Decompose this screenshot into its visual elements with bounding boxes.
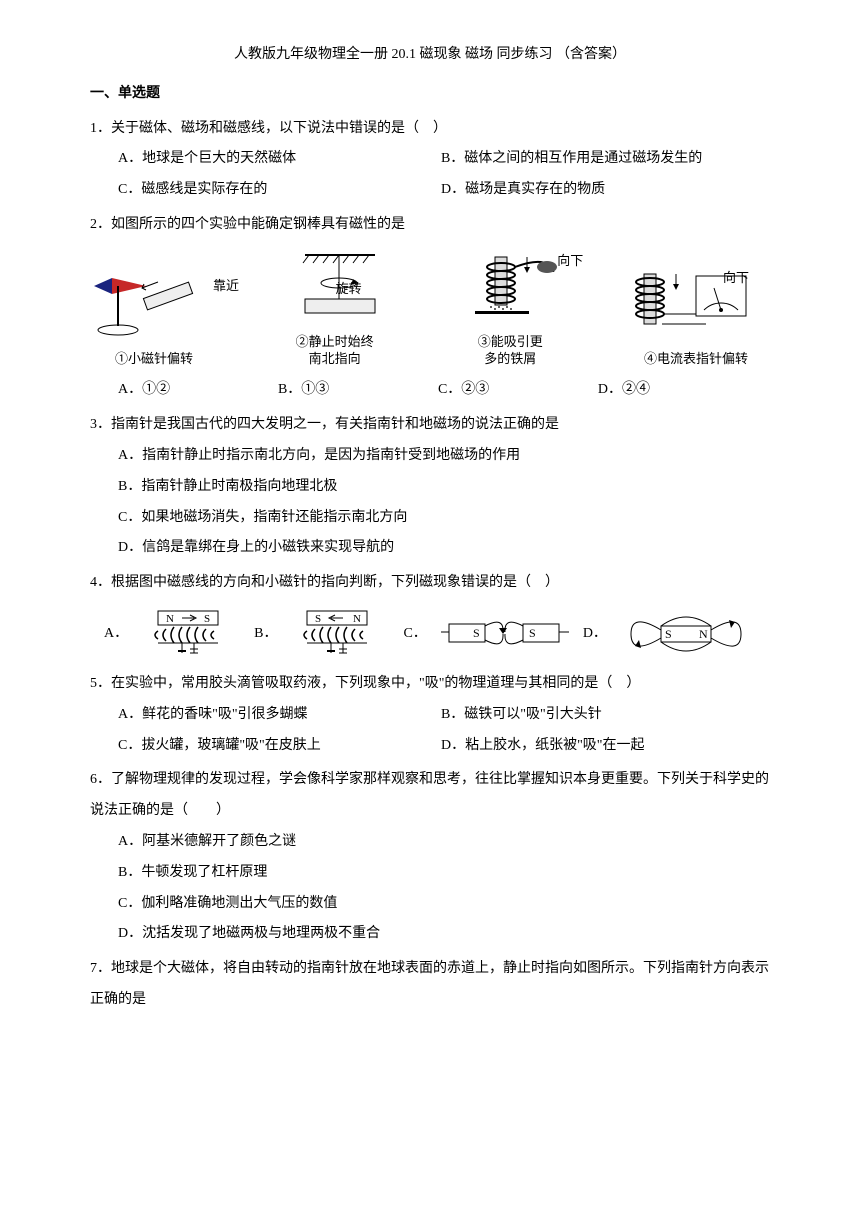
q2-opt-d: D．②④ [598,375,754,406]
section-header: 一、单选题 [90,79,770,110]
q2-fig1-label-top: 靠近 [166,278,286,295]
question-3: 3．指南针是我国古代的四大发明之一，有关指南针和地磁场的说法正确的是 A．指南针… [90,410,770,564]
q1-opt-d: D．磁场是真实存在的物质 [441,175,760,206]
q4-fig-b: SN [291,607,391,661]
svg-text:N: N [699,627,708,641]
q6-opt-d: D．沈括发现了地磁两极与地理两极不重合 [118,919,763,950]
q5-text: 5．在实验中，常用胶头滴管吸取药液，下列现象中，"吸"的物理道理与其相同的是（ … [90,669,770,700]
question-7: 7．地球是个大磁体，将自由转动的指南针放在地球表面的赤道上，静止时指向如图所示。… [90,954,770,1016]
q5-opt-d: D．粘上胶水，纸张被"吸"在一起 [441,731,760,762]
q2-fig3-label-top: 向下 [515,253,625,270]
question-4: 4．根据图中磁感线的方向和小磁针的指向判断，下列磁现象错误的是（ ） A． NS… [90,568,770,661]
q1-opt-b: B．磁体之间的相互作用是通过磁场发生的 [441,144,760,175]
q3-opt-d: D．信鸽是靠绑在身上的小磁铁来实现导航的 [118,533,763,564]
q6-opt-c: C．伽利略准确地测出大气压的数值 [118,889,763,920]
q5-opt-c: C．拔火罐，玻璃罐"吸"在皮肤上 [118,731,437,762]
q2-fig2: 旋转 ②静止时始终 南北指向 [275,249,395,368]
q1-opt-a: A．地球是个巨大的天然磁体 [118,144,437,175]
q2-fig3-label-a: ③能吸引更 [455,334,565,351]
q4-label-d: D． [583,619,607,650]
page-title: 人教版九年级物理全一册 20.1 磁现象 磁场 同步练习 （含答案） [90,40,770,71]
q2-fig3: 向下 ③能吸引更 多的铁屑 [455,249,565,368]
q1-text: 1．关于磁体、磁场和磁感线，以下说法中错误的是（ ） [90,114,770,145]
q4-text: 4．根据图中磁感线的方向和小磁针的指向判断，下列磁现象错误的是（ ） [90,568,770,599]
q6-opt-b: B．牛顿发现了杠杆原理 [118,858,763,889]
q4-label-a: A． [104,619,128,650]
q2-opt-c: C．②③ [438,375,594,406]
svg-text:S: S [204,613,210,625]
q4-label-c: C． [403,619,426,650]
q3-opt-c: C．如果地磁场消失，指南针还能指示南北方向 [118,503,763,534]
q4-fig-c: S S [441,612,571,656]
svg-text:S: S [473,626,480,640]
q7-text: 7．地球是个大磁体，将自由转动的指南针放在地球表面的赤道上，静止时指向如图所示。… [90,954,770,1016]
q2-fig1-label: ①小磁针偏转 [94,351,214,368]
question-5: 5．在实验中，常用胶头滴管吸取药液，下列现象中，"吸"的物理道理与其相同的是（ … [90,669,770,761]
svg-text:N: N [353,613,361,625]
q2-figures: 靠近 ①小磁针偏转 旋转 ②静止时始终 南北指向 [90,249,770,368]
q2-fig1: 靠近 ①小磁针偏转 [94,266,214,368]
q6-text: 6．了解物理规律的发现过程，学会像科学家那样观察和思考，往往比掌握知识本身更重要… [90,765,770,827]
svg-text:N: N [166,613,174,625]
svg-text:S: S [665,627,672,641]
question-6: 6．了解物理规律的发现过程，学会像科学家那样观察和思考，往往比掌握知识本身更重要… [90,765,770,950]
q3-opt-b: B．指南针静止时南极指向地理北极 [118,472,763,503]
q3-text: 3．指南针是我国古代的四大发明之一，有关指南针和地磁场的说法正确的是 [90,410,770,441]
q6-opt-a: A．阿基米德解开了颜色之谜 [118,827,763,858]
q2-fig4-label: ④电流表指针偏转 [626,351,766,368]
q4-label-b: B． [254,619,277,650]
svg-text:S: S [529,626,536,640]
q2-fig2-label-top: 旋转 [289,281,409,298]
q2-opt-a: A．①② [118,375,274,406]
question-1: 1．关于磁体、磁场和磁感线，以下说法中错误的是（ ） A．地球是个巨大的天然磁体… [90,114,770,206]
q4-figures: A． NS B． SN [104,607,770,661]
q4-fig-d: SN [621,612,751,656]
q5-opt-b: B．磁铁可以"吸"引大头针 [441,700,760,731]
q2-fig4-label-top: 向下 [666,270,806,287]
q4-fig-a: NS [142,607,242,661]
q2-fig4: 向下 ④电流表指针偏转 [626,266,766,368]
q3-opt-a: A．指南针静止时指示南北方向，是因为指南针受到地磁场的作用 [118,441,763,472]
q2-fig2-label-a: ②静止时始终 [275,334,395,351]
q2-text: 2．如图所示的四个实验中能确定钢棒具有磁性的是 [90,210,770,241]
q2-fig2-label-b: 南北指向 [275,351,395,368]
q1-opt-c: C．磁感线是实际存在的 [118,175,437,206]
svg-text:S: S [315,613,321,625]
question-2: 2．如图所示的四个实验中能确定钢棒具有磁性的是 靠近 ①小磁针偏转 [90,210,770,406]
q5-opt-a: A．鲜花的香味"吸"引很多蝴蝶 [118,700,437,731]
q2-opt-b: B．①③ [278,375,434,406]
q2-fig3-label-b: 多的铁屑 [455,351,565,368]
